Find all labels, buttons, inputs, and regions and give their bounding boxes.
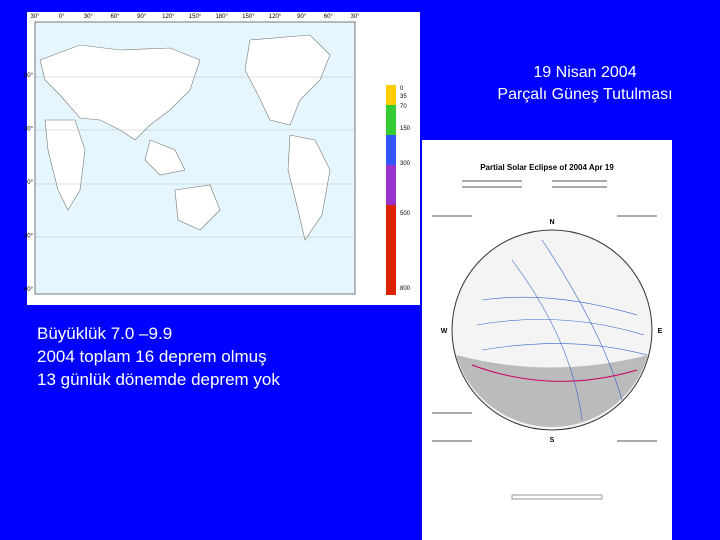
graticule xyxy=(35,76,355,238)
map-lat-label: 60° xyxy=(24,287,34,293)
body-line: 13 günlük dönemde deprem yok xyxy=(37,370,280,389)
body-line: 2004 toplam 16 deprem olmuş xyxy=(37,347,267,366)
map-lon-label: 0° xyxy=(59,14,65,20)
night-side xyxy=(456,355,648,427)
map-lon-label: 60° xyxy=(110,14,120,20)
map-lon-label: 90° xyxy=(137,14,147,20)
map-lon-label: 150° xyxy=(242,14,255,20)
map-lat-label: 60° xyxy=(24,73,34,79)
map-lat-label: 30° xyxy=(24,127,34,133)
map-lon-label: 120° xyxy=(162,14,175,20)
depth-label: 150 xyxy=(400,126,411,132)
title-line: Parçalı Güneş Tutulması xyxy=(497,86,673,103)
body-line: Büyüklük 7.0 –9.9 xyxy=(37,324,173,343)
slide-body: Büyüklük 7.0 –9.9 2004 toplam 16 deprem … xyxy=(37,322,280,391)
fine-print xyxy=(432,180,657,442)
eclipse-title: Partial Solar Eclipse of 2004 Apr 19 xyxy=(480,163,614,172)
map-lat-label: 0° xyxy=(27,180,33,186)
direction: N xyxy=(549,219,554,226)
eclipse-curves xyxy=(476,239,648,421)
direction: S xyxy=(550,437,555,444)
scale-bar xyxy=(511,494,603,500)
depth-label: 800 xyxy=(400,286,411,292)
slide-title: 19 Nisan 2004 Parçalı Güneş Tutulması xyxy=(450,62,720,106)
depth-color xyxy=(386,85,396,105)
depth-label: 300 xyxy=(400,161,411,167)
depth-color xyxy=(386,205,396,295)
map-lat-label: 30° xyxy=(24,234,34,240)
map-lon-label: 30° xyxy=(84,14,94,20)
map-lon-label: 150° xyxy=(189,14,202,20)
depth-label: 0 xyxy=(400,86,404,92)
depth-label: 70 xyxy=(400,104,407,110)
map-lon-label: 30° xyxy=(350,14,360,20)
depth-color xyxy=(386,135,396,165)
limit-curve xyxy=(471,364,638,382)
land xyxy=(39,34,331,241)
eclipse-figure: Partial Solar Eclipse of 2004 Apr 19 N S… xyxy=(422,140,672,540)
title-line: 19 Nisan 2004 xyxy=(533,64,637,81)
depth-color xyxy=(386,105,396,135)
depth-label: 35 xyxy=(400,94,407,100)
map-lon-label: 60° xyxy=(324,14,334,20)
direction: E xyxy=(658,328,663,335)
direction: W xyxy=(441,328,448,335)
depth-color xyxy=(386,165,396,205)
map-lon-label: 90° xyxy=(297,14,307,20)
map-lon-label: 120° xyxy=(269,14,282,20)
map-lon-label: 30° xyxy=(30,14,40,20)
seismicity-map: 30° 0° 30° 60° 90° 120° 150° 180° 150° 120° 90° 60°… xyxy=(24,12,420,305)
map-lon-label: 180° xyxy=(215,14,228,20)
depth-label: 500 xyxy=(400,211,411,217)
